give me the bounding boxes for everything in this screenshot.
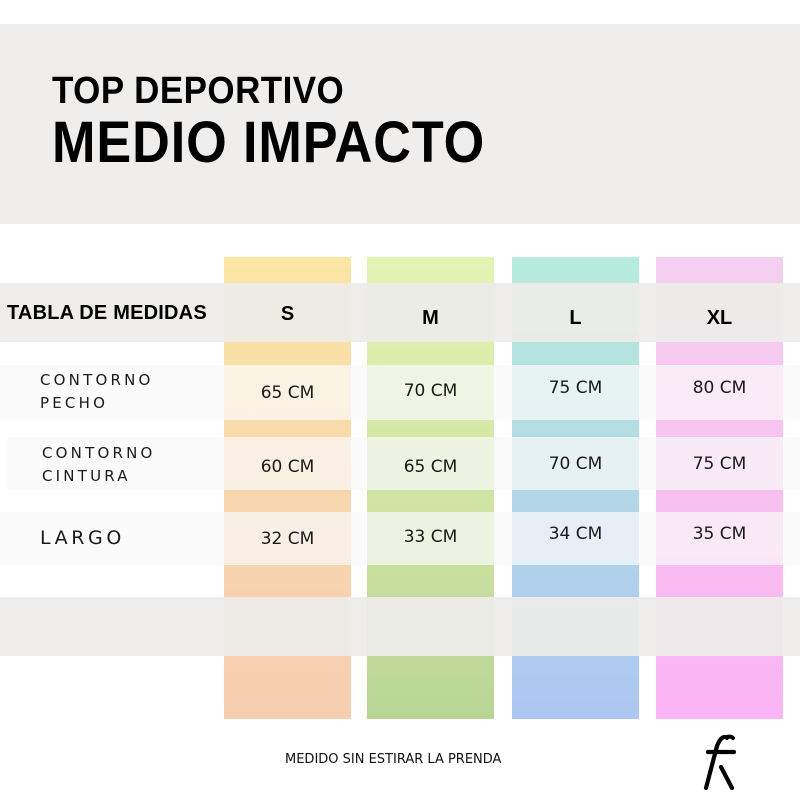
row-label-line: PECHO xyxy=(40,394,109,412)
row-label-line: CINTURA xyxy=(42,467,131,485)
table-row-band xyxy=(7,437,800,490)
size-header-l: L xyxy=(569,307,582,329)
empty-row-band xyxy=(0,597,800,656)
size-header-xl: XL xyxy=(706,307,733,329)
table-cell: 65 CM xyxy=(403,457,458,477)
row-label-length: LARGO xyxy=(40,527,125,549)
table-row-band xyxy=(0,365,800,420)
brand-logo-icon xyxy=(703,734,737,791)
table-cell: 80 CM xyxy=(692,378,747,398)
table-cell: 60 CM xyxy=(260,457,315,477)
product-title: MEDIO IMPACTO xyxy=(52,110,486,175)
table-row-band xyxy=(0,512,800,565)
table-cell: 75 CM xyxy=(692,454,747,474)
table-cell: 33 CM xyxy=(403,527,458,547)
table-cell: 32 CM xyxy=(260,529,315,549)
table-cell: 70 CM xyxy=(548,454,603,474)
table-cell: 34 CM xyxy=(548,524,603,544)
table-cell: 70 CM xyxy=(403,381,458,401)
header-band xyxy=(0,24,800,224)
row-label-chest: CONTORNO PECHO xyxy=(40,369,154,415)
size-header-s: S xyxy=(280,303,295,325)
table-cell: 65 CM xyxy=(260,383,315,403)
row-label-waist: CONTORNO CINTURA xyxy=(42,442,156,488)
size-header-m: M xyxy=(422,307,439,329)
footer-note: MEDIDO SIN ESTIRAR LA PRENDA xyxy=(285,752,502,767)
table-cell: 35 CM xyxy=(692,524,747,544)
row-label-line: CONTORNO xyxy=(40,371,154,389)
table-cell: 75 CM xyxy=(548,378,603,398)
table-title: TABLA DE MEDIDAS xyxy=(7,302,207,324)
row-label-line: CONTORNO xyxy=(42,444,156,462)
table-header-band xyxy=(0,283,800,342)
product-subtitle: TOP DEPORTIVO xyxy=(52,70,345,112)
